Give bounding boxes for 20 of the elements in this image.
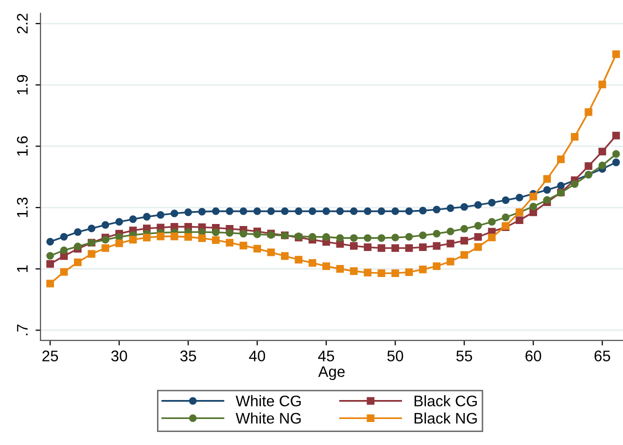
y-tick-label: 2.2: [16, 14, 28, 34]
x-tick-label: 25: [42, 350, 58, 362]
legend-label: White NG: [236, 412, 301, 424]
y-tick-label: 1.3: [16, 198, 28, 218]
y-tick-label: 1.9: [16, 75, 28, 94]
y-tick-label: .7: [17, 324, 28, 336]
y-tick-label: 1.6: [16, 136, 28, 156]
legend-label: Black CG: [414, 395, 477, 406]
x-tick-label: 55: [456, 350, 472, 362]
x-axis-title: Age: [318, 366, 345, 380]
x-tick-label: 30: [111, 350, 128, 362]
legend-label: White CG: [236, 395, 301, 406]
legend-label: Black NG: [414, 412, 477, 424]
x-tick-label: 35: [180, 350, 196, 362]
y-tick-label: 1: [17, 265, 28, 272]
x-tick-label: 50: [387, 350, 404, 362]
x-tick-label: 40: [249, 350, 266, 362]
x-tick-label: 60: [526, 350, 542, 362]
x-tick-label: 65: [594, 350, 610, 362]
x-tick-label: 45: [318, 350, 334, 362]
